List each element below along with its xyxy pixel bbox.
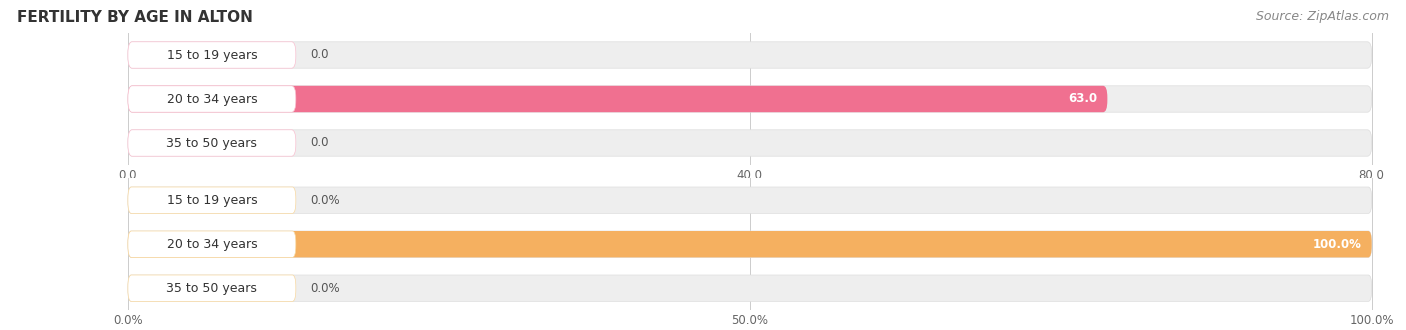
Text: 0.0%: 0.0% [311, 194, 340, 207]
Text: Source: ZipAtlas.com: Source: ZipAtlas.com [1256, 10, 1389, 23]
FancyBboxPatch shape [128, 275, 295, 301]
FancyBboxPatch shape [128, 187, 295, 214]
FancyBboxPatch shape [128, 275, 1372, 301]
FancyBboxPatch shape [128, 187, 1372, 214]
FancyBboxPatch shape [128, 231, 1372, 257]
FancyBboxPatch shape [128, 86, 295, 112]
Text: 63.0: 63.0 [1069, 92, 1098, 106]
Text: FERTILITY BY AGE IN ALTON: FERTILITY BY AGE IN ALTON [17, 10, 253, 25]
FancyBboxPatch shape [128, 231, 1372, 257]
Text: 20 to 34 years: 20 to 34 years [166, 92, 257, 106]
Text: 15 to 19 years: 15 to 19 years [166, 194, 257, 207]
Text: 0.0: 0.0 [311, 137, 329, 149]
Text: 0.0%: 0.0% [311, 282, 340, 295]
Text: 35 to 50 years: 35 to 50 years [166, 282, 257, 295]
Text: 100.0%: 100.0% [1313, 238, 1362, 251]
FancyBboxPatch shape [128, 86, 1108, 112]
Text: 15 to 19 years: 15 to 19 years [166, 49, 257, 61]
FancyBboxPatch shape [128, 42, 1372, 68]
FancyBboxPatch shape [128, 231, 295, 257]
Text: 35 to 50 years: 35 to 50 years [166, 137, 257, 149]
FancyBboxPatch shape [128, 86, 1372, 112]
Text: 0.0: 0.0 [311, 49, 329, 61]
Text: 20 to 34 years: 20 to 34 years [166, 238, 257, 251]
FancyBboxPatch shape [128, 130, 1372, 156]
FancyBboxPatch shape [128, 130, 295, 156]
FancyBboxPatch shape [128, 42, 295, 68]
